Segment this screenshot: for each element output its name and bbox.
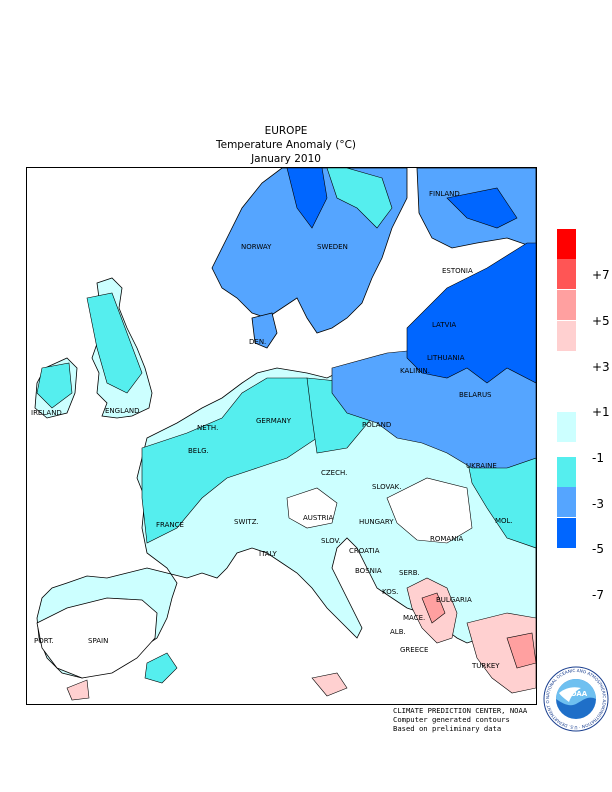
legend-swatch: [557, 457, 576, 487]
country-label-croatia: CROATIA: [349, 547, 380, 555]
legend-tick-label: -7: [592, 588, 604, 602]
legend-tick-label: +5: [592, 314, 610, 328]
country-label-germany: GERMANY: [256, 417, 292, 425]
country-label-belgium: BELG.: [188, 447, 209, 455]
country-label-bulgaria: BULGARIA: [436, 596, 472, 604]
legend-swatch: [557, 290, 576, 320]
country-label-belarus: BELARUS: [459, 391, 492, 399]
country-label-hungary: HUNGARY: [359, 518, 394, 526]
legend-swatch: [557, 229, 576, 259]
country-label-albania: ALB.: [390, 628, 406, 636]
country-label-spain: SPAIN: [88, 637, 109, 645]
map-region-title: EUROPE: [264, 125, 308, 137]
country-label-sweden: SWEDEN: [317, 243, 348, 251]
country-label-moldova: MOL.: [495, 517, 513, 525]
country-label-turkey: TURKEY: [472, 662, 500, 670]
anomaly-neutral-zones: [286, 477, 473, 544]
country-label-macedonia: MACE.: [403, 614, 426, 622]
footer-note: Based on preliminary data: [393, 724, 502, 733]
legend-swatch: [557, 518, 576, 548]
country-label-kaliningrad: KALININ.: [400, 367, 430, 375]
anomaly-map: FINLAND NORWAY SWEDEN ESTONIA LATVIA LIT…: [26, 167, 537, 705]
country-label-romania: ROMANIA: [430, 535, 464, 543]
country-label-kosovo: KOS.: [382, 588, 399, 596]
noaa-logo: NATIONAL OCEANIC AND ATMOSPHERIC ADMINIS…: [541, 662, 609, 732]
country-label-czechia: CZECH.: [321, 469, 348, 477]
country-label-england: ENGLAND: [105, 407, 140, 415]
map-canvas: [34, 168, 536, 701]
country-label-latvia: LATVIA: [432, 321, 457, 329]
country-label-ukraine: UKRAINE: [466, 462, 497, 470]
country-label-italy: ITALY: [259, 550, 277, 558]
noaa-logo-text: NOAA: [565, 690, 588, 698]
country-label-estonia: ESTONIA: [442, 267, 473, 275]
legend-swatch: [557, 412, 576, 442]
noaa-seal-icon: NATIONAL OCEANIC AND ATMOSPHERIC ADMINIS…: [541, 662, 609, 732]
country-label-austria: AUSTRIA: [303, 514, 334, 522]
country-label-ireland: IRELAND: [31, 409, 62, 417]
legend-swatch: [557, 259, 576, 289]
legend-tick-label: +1: [592, 405, 610, 419]
map-period-title: January 2010: [251, 153, 321, 165]
legend-swatch: [557, 366, 576, 396]
country-label-netherlands: NETH.: [197, 424, 219, 432]
country-label-denmark: DEN.: [249, 338, 267, 346]
denmark-shape: [251, 312, 278, 349]
country-label-slovenia: SLOV.: [321, 537, 341, 545]
country-label-slovakia: SLOVAK.: [372, 483, 402, 491]
legend-tick-label: -5: [592, 542, 604, 556]
legend-tick-label: +7: [592, 268, 610, 282]
country-label-norway: NORWAY: [241, 243, 272, 251]
country-label-poland: POLAND: [362, 421, 392, 429]
country-label-bosnia: BOSNIA: [355, 567, 382, 575]
country-label-lithuania: LITHUANIA: [427, 354, 465, 362]
country-label-greece: GREECE: [400, 646, 429, 654]
legend-swatch: [557, 487, 576, 517]
anomaly-warm-zones: [66, 577, 536, 701]
country-label-switzerland: SWITZ.: [234, 518, 259, 526]
country-label-serbia: SERB.: [399, 569, 420, 577]
footer-credit: CLIMATE PREDICTION CENTER, NOAA: [393, 706, 528, 715]
legend-tick-label: +3: [592, 360, 610, 374]
map-variable-title: Temperature Anomaly (°C): [215, 139, 357, 151]
legend-tick-label: -1: [592, 451, 604, 465]
footer-method: Computer generated contours: [393, 715, 510, 724]
legend-swatch: [557, 321, 576, 351]
country-label-portugal: PORT.: [34, 637, 54, 645]
country-label-finland: FINLAND: [429, 190, 460, 198]
iberia-shape: [36, 597, 158, 679]
legend-tick-label: -3: [592, 497, 604, 511]
anomaly-deepblue-zones: [286, 168, 536, 384]
country-label-france: FRANCE: [156, 521, 184, 529]
